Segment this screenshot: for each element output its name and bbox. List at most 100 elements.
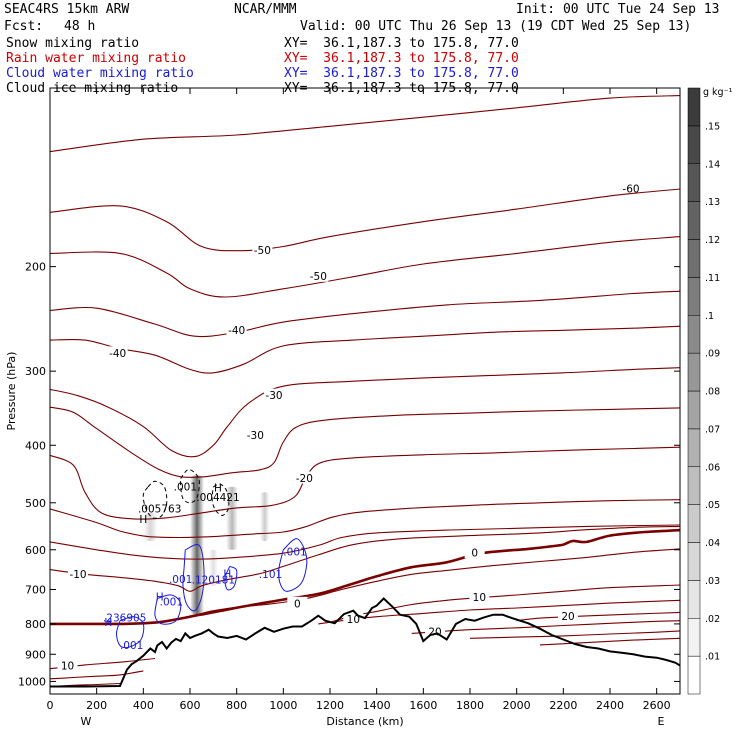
temperature-contour bbox=[50, 499, 680, 539]
cloud-water-label: H bbox=[104, 617, 112, 629]
cloud-ice-label: .005763 bbox=[138, 503, 181, 515]
plot-frame bbox=[49, 87, 681, 695]
snow-shading-column bbox=[260, 492, 270, 542]
contour-label-bg bbox=[107, 346, 128, 359]
x-tick-label: 2000 bbox=[503, 699, 531, 712]
colorbar-label: .1 bbox=[705, 311, 714, 322]
field-xy-cloud-water: XY= 36.1,187.3 to 175.8, 77.0 bbox=[284, 66, 519, 81]
colorbar-label: .11 bbox=[705, 273, 720, 284]
colorbar-label: .14 bbox=[705, 159, 720, 170]
temperature-contour-label: 20 bbox=[561, 611, 574, 623]
colorbar-label: .04 bbox=[705, 538, 720, 549]
contour-label-bg bbox=[57, 659, 78, 672]
temperature-contour bbox=[199, 548, 680, 615]
colorbar-swatch bbox=[687, 618, 701, 657]
forecast-hours: 48 h bbox=[64, 19, 96, 34]
y-tick-label: 600 bbox=[25, 544, 46, 557]
cloud-water-label: .120181 bbox=[192, 575, 235, 587]
temperature-contour bbox=[50, 525, 680, 592]
colorbar-label: .08 bbox=[705, 387, 720, 398]
cloud-water-label: H bbox=[156, 591, 164, 603]
x-tick-label: 0 bbox=[47, 699, 54, 712]
colorbar-label: .12 bbox=[705, 235, 720, 246]
colorbar-swatch bbox=[687, 655, 701, 695]
temperature-contour bbox=[50, 446, 680, 520]
colorbar-swatch bbox=[687, 163, 701, 202]
cloud-ice-contour bbox=[142, 480, 168, 519]
contour-label-bg bbox=[294, 471, 315, 484]
colorbar-units: g kg⁻¹ bbox=[703, 87, 733, 98]
temperature-contour-label: 0 bbox=[471, 548, 478, 560]
y-tick-label: 300 bbox=[25, 365, 46, 378]
y-tick-label: 900 bbox=[25, 648, 46, 661]
temperature-contour-label: -50 bbox=[310, 271, 327, 283]
contour-label-bg bbox=[464, 546, 485, 559]
cloud-water-label: .001 bbox=[283, 546, 306, 558]
temperature-contour bbox=[516, 611, 680, 622]
x-tick-label: 1200 bbox=[316, 699, 344, 712]
snow-shading-column bbox=[143, 512, 158, 542]
y-axis-title: Pressure (hPa) bbox=[5, 352, 18, 431]
colorbar-label: .06 bbox=[705, 462, 720, 473]
field-xy-rain: XY= 36.1,187.3 to 175.8, 77.0 bbox=[284, 51, 519, 66]
temperature-contour bbox=[50, 290, 680, 338]
temperature-contour-label: 10 bbox=[473, 592, 486, 604]
colorbar-swatch bbox=[687, 239, 701, 278]
x-tick-label: 2400 bbox=[596, 699, 624, 712]
temperature-contour-label: -30 bbox=[265, 390, 282, 402]
temperature-contour bbox=[50, 528, 680, 626]
temperature-contour-label: 20 bbox=[428, 626, 441, 638]
contour-label-bg bbox=[425, 624, 445, 637]
temperature-contour-label: -60 bbox=[622, 184, 639, 196]
colorbar-label: .03 bbox=[705, 576, 720, 587]
org-label: NCAR/MMM bbox=[234, 2, 297, 17]
x-tick-label: 1800 bbox=[456, 699, 484, 712]
temperature-contour-label: 0 bbox=[294, 598, 301, 610]
cloud-ice-label: H bbox=[139, 514, 147, 526]
colorbar-swatch bbox=[687, 201, 701, 240]
cloud-water-label: .001 bbox=[169, 574, 192, 586]
temperature-contour bbox=[50, 325, 680, 374]
temperature-contour bbox=[50, 188, 680, 252]
temperature-contour bbox=[469, 630, 680, 639]
x-tick-label: 2600 bbox=[643, 699, 671, 712]
x-tick-label: 200 bbox=[86, 699, 107, 712]
colorbar-label: .13 bbox=[705, 197, 720, 208]
y-tick-label: 400 bbox=[25, 439, 46, 452]
forecast-label: Fcst: bbox=[4, 19, 44, 34]
cloud-ice-label: .001 bbox=[174, 481, 197, 493]
field-name-snow: Snow mixing ratio bbox=[6, 36, 140, 51]
temperature-contour bbox=[50, 524, 680, 560]
colorbar-swatch bbox=[687, 390, 701, 430]
contour-label-bg bbox=[264, 388, 284, 401]
temperature-contour bbox=[50, 670, 144, 680]
contour-label-bg bbox=[558, 609, 578, 622]
temperature-contour bbox=[50, 406, 680, 478]
temperature-contour-label: -40 bbox=[228, 325, 245, 337]
x-tick-label: 2200 bbox=[549, 699, 577, 712]
contour-label-bg bbox=[621, 182, 641, 195]
x-tick-label: 600 bbox=[180, 699, 201, 712]
temperature-contour-label: 10 bbox=[347, 614, 360, 626]
temperature-contour bbox=[539, 637, 680, 646]
temperature-contour-label: -10 bbox=[69, 569, 86, 581]
cloud-ice-contour bbox=[180, 469, 200, 504]
y-tick-label: 200 bbox=[25, 261, 46, 274]
colorbar-swatch bbox=[687, 542, 701, 581]
cloud-water-label: .236905 bbox=[103, 613, 146, 625]
contour-label-bg bbox=[68, 567, 88, 580]
y-tick-label: 800 bbox=[25, 618, 46, 631]
model-title: SEAC4RS 15km ARW bbox=[4, 2, 130, 17]
colorbar-swatch bbox=[687, 315, 701, 354]
x-tick-label: 400 bbox=[133, 699, 154, 712]
contour-label-bg bbox=[252, 243, 273, 256]
field-xy-snow: XY= 36.1,187.3 to 175.8, 77.0 bbox=[284, 36, 519, 51]
contour-label-bg bbox=[287, 596, 308, 609]
contour-label-bg bbox=[308, 269, 329, 282]
temperature-contour bbox=[50, 95, 680, 153]
endpoint-east: E bbox=[658, 715, 665, 728]
colorbar-swatch bbox=[687, 87, 701, 127]
x-axis-title: Distance (km) bbox=[326, 715, 403, 728]
field-name-cloud-water: Cloud water mixing ratio bbox=[6, 66, 194, 81]
